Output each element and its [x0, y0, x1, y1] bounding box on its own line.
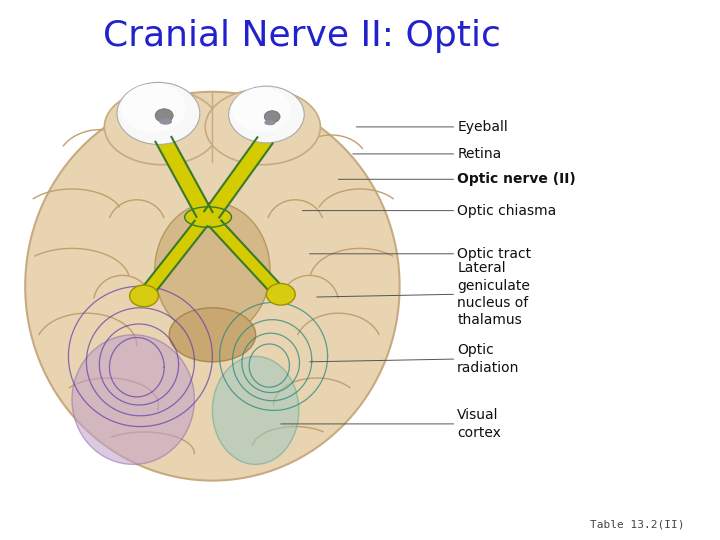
Text: Optic chiasma: Optic chiasma	[457, 204, 557, 218]
Ellipse shape	[212, 356, 299, 464]
Ellipse shape	[117, 82, 200, 144]
Text: Optic nerve (II): Optic nerve (II)	[457, 172, 576, 186]
Ellipse shape	[121, 84, 186, 132]
Text: Eyeball: Eyeball	[457, 120, 508, 134]
Ellipse shape	[205, 89, 320, 165]
Ellipse shape	[156, 109, 173, 122]
Ellipse shape	[228, 86, 305, 143]
Ellipse shape	[130, 285, 158, 307]
Ellipse shape	[155, 202, 270, 338]
Text: Lateral
geniculate
nucleus of
thalamus: Lateral geniculate nucleus of thalamus	[457, 261, 530, 327]
Ellipse shape	[104, 89, 220, 165]
Text: Optic tract: Optic tract	[457, 247, 531, 261]
Text: Optic
radiation: Optic radiation	[457, 343, 520, 375]
Text: Table 13.2(II): Table 13.2(II)	[590, 519, 684, 529]
Ellipse shape	[25, 92, 400, 481]
Text: Retina: Retina	[457, 147, 501, 161]
Text: Visual
cortex: Visual cortex	[457, 408, 501, 440]
Polygon shape	[204, 137, 273, 218]
Ellipse shape	[266, 284, 295, 305]
Text: Cranial Nerve II: Optic: Cranial Nerve II: Optic	[104, 19, 501, 53]
Ellipse shape	[264, 120, 276, 125]
Ellipse shape	[159, 118, 172, 125]
Polygon shape	[156, 137, 212, 217]
Polygon shape	[210, 220, 287, 298]
Ellipse shape	[169, 308, 256, 362]
Ellipse shape	[72, 335, 194, 464]
Ellipse shape	[184, 207, 232, 227]
Ellipse shape	[232, 87, 291, 132]
Ellipse shape	[264, 111, 280, 123]
Polygon shape	[138, 221, 207, 299]
